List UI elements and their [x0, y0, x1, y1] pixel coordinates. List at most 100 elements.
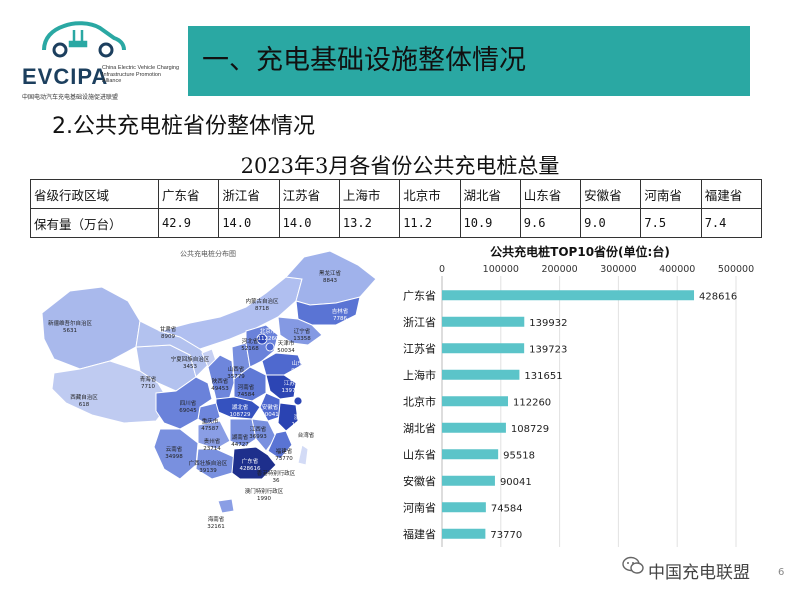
data-label: 139932 [529, 318, 567, 329]
map-region-name: 天津市 [278, 339, 295, 347]
table-row: 省级行政区域 广东省 浙江省 江苏省 上海市 北京市 湖北省 山东省 安徽省 河… [29, 179, 763, 209]
data-label: 90041 [500, 477, 532, 488]
map-region-name: 澳门特别行政区 [245, 487, 284, 495]
map-region-name: 重庆市 [202, 417, 219, 425]
bar [442, 316, 525, 327]
data-label: 131651 [524, 371, 562, 382]
data-label: 139723 [529, 344, 567, 355]
category-label: 湖北省 [403, 422, 436, 435]
map-region-value: 36993 [249, 434, 267, 440]
province-cell: 北京市 [399, 179, 461, 209]
province-cell: 河南省 [640, 179, 702, 209]
map-region-value: 32161 [207, 524, 225, 528]
map-region-name: 吉林省 [332, 307, 349, 315]
map-region-name: 广西壮族自治区 [189, 459, 228, 467]
map-region-name: 贵州省 [204, 437, 221, 445]
map-region-name: 北京市 [260, 327, 277, 335]
row-label: 省级行政区域 [29, 179, 160, 209]
map-region-value: 73770 [275, 456, 293, 462]
map-regions [41, 250, 377, 514]
x-tick-label: 0 [439, 264, 445, 275]
province-cell: 福建省 [700, 179, 763, 209]
province-cell: 广东省 [158, 179, 220, 209]
map-region-value: 13358 [293, 336, 311, 342]
x-tick-label: 300000 [600, 264, 636, 275]
table-title: 2023年3月各省份公共充电桩总量 [240, 154, 560, 178]
value-cell: 10.9 [459, 208, 521, 238]
map-region-name: 福建省 [276, 447, 293, 455]
map-region-name: 黑龙江省 [319, 269, 342, 277]
map-region-name: 河南省 [238, 383, 255, 391]
map-region-name: 山西省 [228, 365, 245, 373]
category-label: 广东省 [403, 289, 436, 302]
map-region-name: 西藏自治区 [70, 393, 98, 401]
watermark: 中国充电联盟 [648, 563, 750, 583]
province-cell: 浙江省 [218, 179, 280, 209]
map-region-name: 辽宁省 [294, 327, 311, 335]
map-region-name: 陕西省 [212, 377, 229, 385]
ev-car-logo-icon [42, 21, 126, 58]
data-label: 74584 [491, 503, 523, 514]
bar [442, 502, 486, 513]
bar [442, 528, 486, 539]
x-tick-label: 200000 [541, 264, 577, 275]
province-table: 省级行政区域 广东省 浙江省 江苏省 上海市 北京市 湖北省 山东省 安徽省 河… [29, 179, 763, 238]
map-region-value: 35779 [227, 374, 245, 380]
x-tick-label: 400000 [659, 264, 695, 275]
map-region-name: 湖北省 [232, 403, 249, 411]
province-cell: 上海市 [338, 179, 401, 209]
map-region-name: 内蒙古自治区 [245, 297, 279, 305]
logo-subtitle-cn: 中国电动汽车充电基础设施促进联盟 [22, 94, 119, 101]
value-cell: 7.5 [640, 208, 702, 238]
category-label: 福建省 [403, 527, 436, 541]
category-label: 山东省 [403, 448, 436, 461]
map-region-value: 131651 [300, 406, 321, 412]
bar [442, 343, 525, 354]
map-region-value: 8909 [161, 334, 175, 340]
map-region-name: 上海市 [302, 397, 319, 405]
map-region-name: 台湾省 [298, 431, 315, 439]
map-region-value: 139723 [282, 388, 303, 394]
category-label: 浙江省 [403, 316, 436, 329]
bar [442, 290, 695, 301]
category-label: 北京市 [403, 394, 436, 408]
data-label: 108729 [511, 424, 549, 435]
value-cell: 11.2 [399, 208, 461, 238]
map-region-name: 湖南省 [232, 433, 249, 441]
logo-name: EVCIPA [22, 64, 109, 89]
map-region-value: 47587 [201, 426, 219, 432]
map-region-value: 7710 [141, 384, 155, 390]
map-region-name: 河北省 [242, 337, 259, 345]
map-region-value: 34998 [165, 454, 183, 460]
map-region-value: 69045 [179, 408, 197, 414]
map-region-value: 95518 [291, 368, 309, 374]
map-region-name: 香港特别行政区 [257, 469, 296, 477]
evcipa-logo: EVCIPA China Electric Vehicle Charging I… [10, 12, 180, 102]
wechat-icon [622, 556, 644, 574]
province-cell: 安徽省 [580, 179, 642, 209]
map-region-value: 44727 [231, 442, 249, 448]
table-row: 保有量（万台） 42.9 14.0 14.0 13.2 11.2 10.9 9.… [29, 208, 763, 238]
map-region-value: 74584 [237, 392, 255, 398]
logo-subtitle-en: China Electric Vehicle Charging Infrastr… [102, 65, 180, 84]
map-region-value: 108729 [230, 412, 251, 418]
value-cell: 7.4 [700, 208, 763, 238]
value-cell: 14.0 [218, 208, 280, 238]
x-tick-label: 100000 [483, 264, 519, 275]
map-region-name: 云南省 [166, 445, 183, 453]
map-region-name: 山东省 [292, 359, 309, 367]
bar [442, 369, 520, 380]
value-cell: 9.0 [580, 208, 642, 238]
map-region-name: 海南省 [208, 515, 225, 523]
map-region-value: 36 [273, 478, 280, 484]
map-region-name: 青海省 [140, 375, 157, 383]
map-region-value: 50034 [277, 348, 295, 354]
bar [442, 475, 495, 486]
map-region-value: 3453 [183, 364, 197, 370]
map-region-name: 浙江省 [294, 413, 311, 421]
china-map: 公共充电桩分布图 [40, 243, 390, 530]
map-region-value: 49453 [211, 386, 229, 392]
category-label: 上海市 [403, 368, 436, 382]
map-region-name: 宁夏回族自治区 [171, 355, 210, 363]
